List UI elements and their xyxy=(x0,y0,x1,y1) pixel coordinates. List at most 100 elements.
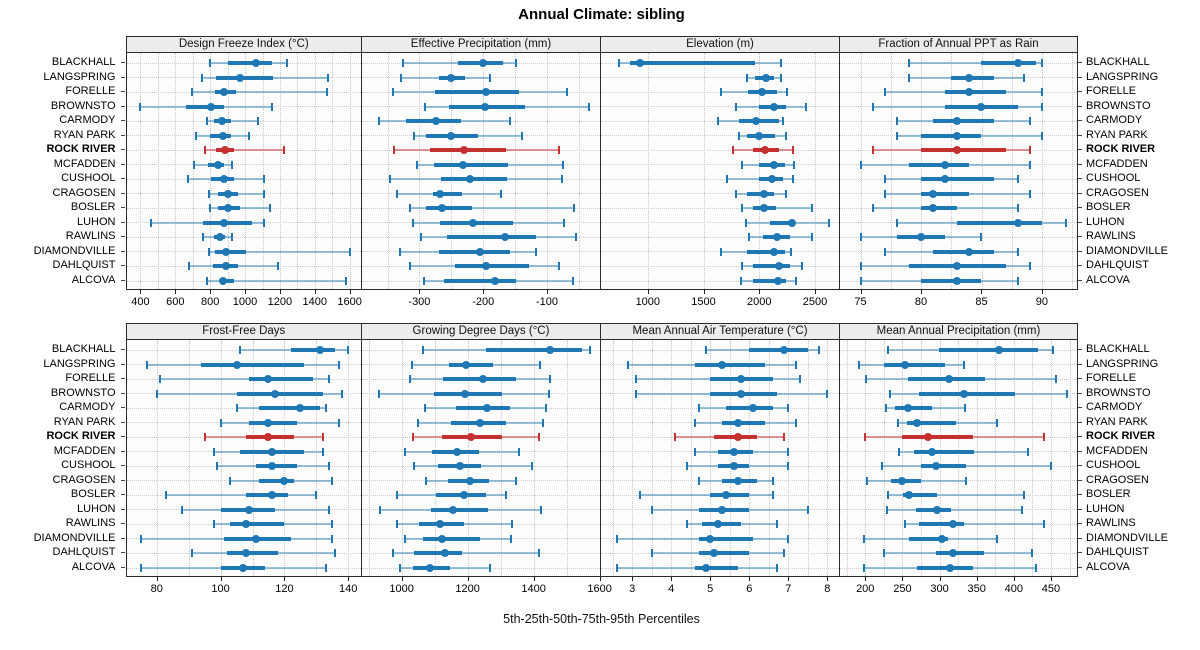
whisker-cap-5th xyxy=(895,218,898,227)
panel-strip: Design Freeze Index (°C) xyxy=(125,36,362,53)
box-25th-75th xyxy=(921,148,1006,153)
station-label-right: LANGSPRING xyxy=(1086,357,1159,370)
whisker-cap-95th xyxy=(783,433,786,442)
station-row-tick xyxy=(121,349,125,350)
station-label-right: BLACKHALL xyxy=(1086,56,1150,68)
vertical-gridline xyxy=(599,340,600,576)
station-label-right: BLACKHALL xyxy=(1086,343,1150,355)
station-row-tick xyxy=(121,421,125,423)
whisker-cap-95th xyxy=(344,277,347,285)
station-label-right: DIAMONDVILLE xyxy=(1086,531,1168,544)
whisker-cap-5th xyxy=(402,59,405,67)
row-gridline xyxy=(362,77,600,79)
panel-title: Design Freeze Index (°C) xyxy=(178,38,309,50)
whisker-cap-5th xyxy=(885,505,888,514)
station-row-tick xyxy=(1078,421,1082,423)
whisker-cap-95th xyxy=(1022,491,1025,500)
whisker-cap-95th xyxy=(781,117,784,126)
x-axis-tick-label: 6 xyxy=(746,583,753,595)
row-gridline xyxy=(840,494,1077,496)
whisker-cap-95th xyxy=(537,549,540,558)
median-dot xyxy=(948,549,957,558)
median-dot xyxy=(475,418,484,427)
whisker-cap-95th xyxy=(827,218,830,227)
whisker-cap-5th xyxy=(693,447,696,456)
x-axis-tick xyxy=(599,577,601,581)
vertical-gridline xyxy=(297,53,299,289)
whisker-cap-95th xyxy=(1016,175,1019,184)
vertical-gridline xyxy=(632,340,634,576)
whisker-cap-95th xyxy=(271,102,274,111)
station-label-left: CUSHOOL xyxy=(61,172,116,185)
median-dot xyxy=(213,160,222,169)
station-label-right: LUHON xyxy=(1086,215,1125,228)
whisker-cap-5th xyxy=(208,247,211,256)
row-gridline xyxy=(126,407,361,409)
box-25th-75th xyxy=(485,348,582,352)
whisker-cap-95th xyxy=(771,491,774,500)
whisker-cap-5th xyxy=(205,277,208,285)
median-dot xyxy=(220,88,229,97)
median-dot xyxy=(296,404,305,413)
station-row-tick xyxy=(121,207,125,209)
median-dot xyxy=(710,549,719,558)
median-dot xyxy=(733,418,742,427)
vertical-gridline xyxy=(807,340,809,576)
whisker-cap-5th xyxy=(403,534,406,543)
whisker-cap-95th xyxy=(315,491,318,500)
station-row-tick xyxy=(121,479,125,481)
median-dot xyxy=(466,433,475,442)
row-gridline xyxy=(362,207,600,209)
station-label-left: CARMODY xyxy=(59,401,116,414)
whisker-5th-95th xyxy=(640,494,773,497)
whisker-cap-5th xyxy=(864,433,867,442)
whisker-cap-95th xyxy=(787,447,790,456)
box-25th-75th xyxy=(901,435,973,440)
box-25th-75th xyxy=(918,522,965,527)
vertical-gridline xyxy=(1041,53,1043,289)
whisker-cap-5th xyxy=(635,375,638,384)
median-dot xyxy=(242,549,251,558)
station-label-right: DAHLQUIST xyxy=(1086,546,1149,559)
median-dot xyxy=(460,491,469,500)
box-25th-75th xyxy=(909,536,949,541)
station-row-tick xyxy=(1078,378,1082,380)
box-25th-75th xyxy=(721,420,765,425)
whisker-cap-95th xyxy=(340,389,343,398)
station-row-tick xyxy=(121,91,125,93)
whisker-cap-95th xyxy=(792,160,795,169)
station-row-tick xyxy=(1078,192,1082,194)
x-axis-tick-label: 4 xyxy=(668,583,675,595)
whisker-cap-5th xyxy=(235,404,238,413)
x-axis-tick-label: 2500 xyxy=(802,296,828,308)
median-dot xyxy=(729,447,738,456)
whisker-cap-5th xyxy=(416,418,419,427)
row-gridline xyxy=(601,236,839,238)
x-axis-tick-label: 350 xyxy=(967,583,986,595)
box-25th-75th xyxy=(908,162,970,167)
median-dot xyxy=(769,102,778,111)
whisker-cap-95th xyxy=(326,88,329,97)
whisker-cap-95th xyxy=(795,360,798,369)
whisker-cap-95th xyxy=(780,73,783,82)
x-axis-tick xyxy=(547,290,549,294)
x-axis-tick-label: 400 xyxy=(1004,583,1024,595)
station-label-left: RAWLINS xyxy=(65,230,116,243)
station-label-right: FORELLE xyxy=(1086,85,1137,98)
whisker-cap-5th xyxy=(155,389,158,398)
row-gridline xyxy=(601,149,839,151)
whisker-cap-5th xyxy=(615,564,618,572)
vertical-gridline xyxy=(995,340,997,576)
whisker-cap-5th xyxy=(883,189,886,198)
whisker-5th-95th xyxy=(206,280,346,282)
x-axis-tick xyxy=(349,290,351,294)
whisker-cap-5th xyxy=(201,73,204,82)
whisker-cap-5th xyxy=(740,160,743,169)
station-row-tick xyxy=(121,552,125,554)
vertical-gridline xyxy=(401,340,403,576)
whisker-cap-5th xyxy=(697,404,700,413)
x-axis-tick-label: 1400 xyxy=(302,296,328,308)
whisker-cap-5th xyxy=(377,117,380,126)
row-gridline xyxy=(126,91,361,93)
median-dot xyxy=(767,175,776,184)
